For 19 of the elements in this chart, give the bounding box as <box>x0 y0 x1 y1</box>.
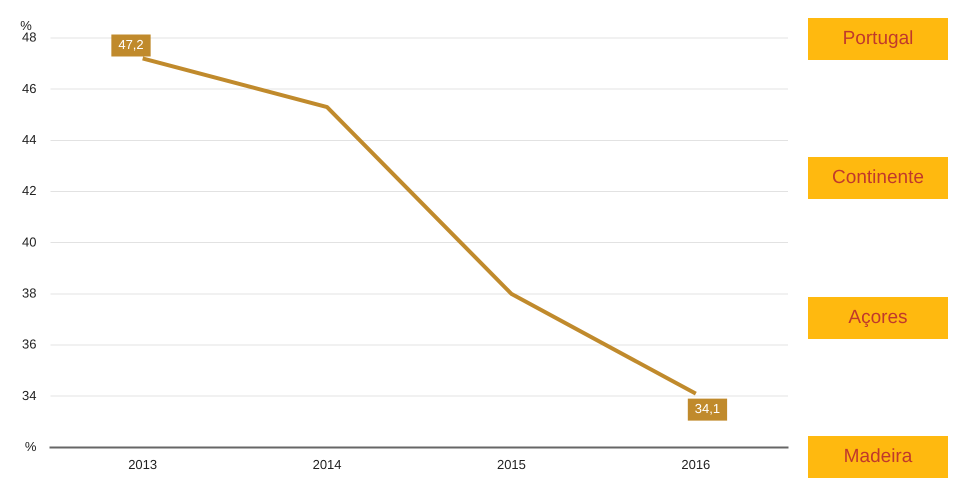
text: Madeira <box>808 436 948 478</box>
text: Açores <box>808 296 948 339</box>
x-tick-label: 2015 <box>496 456 526 472</box>
y-tick-label: 38 <box>22 285 36 300</box>
y-tick-label: 34 <box>22 388 36 403</box>
y-tick-label: 46 <box>22 80 36 96</box>
data-label: 34,1 <box>694 401 720 416</box>
x-tick-label: 2014 <box>312 456 342 472</box>
y-tick-label: 48 <box>22 30 36 45</box>
y-tick-label: 36 <box>22 336 36 352</box>
y-tick-label: 44 <box>22 132 36 147</box>
data-label: 47,2 <box>118 37 144 52</box>
x-tick-label: 2016 <box>681 456 710 472</box>
text: Portugal <box>808 18 948 60</box>
y-tick-label: % <box>24 438 37 454</box>
y-tick-label: 40 <box>22 234 36 250</box>
text: Continente <box>808 157 948 200</box>
x-tick-label: 2013 <box>128 456 158 472</box>
y-tick-label: 42 <box>22 183 36 198</box>
